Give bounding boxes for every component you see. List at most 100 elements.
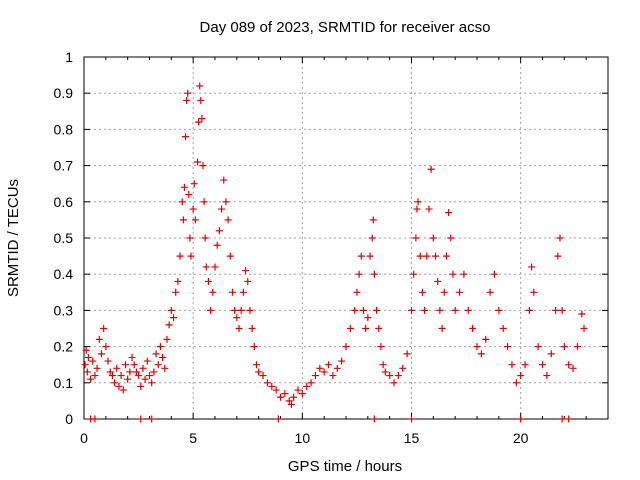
data-point xyxy=(558,306,566,314)
data-point xyxy=(569,364,577,372)
data-point xyxy=(408,415,415,423)
data-point xyxy=(410,270,418,278)
data-point xyxy=(213,241,221,249)
data-point xyxy=(196,82,204,90)
data-point xyxy=(198,115,206,123)
data-point xyxy=(244,277,252,285)
data-point xyxy=(456,288,464,296)
x-tick-label: 10 xyxy=(295,430,311,446)
data-point xyxy=(338,357,346,365)
data-point xyxy=(117,372,125,380)
data-point xyxy=(495,306,503,314)
data-point xyxy=(316,364,324,372)
data-point xyxy=(172,288,180,296)
data-points xyxy=(81,82,588,423)
data-point xyxy=(530,288,538,296)
data-point xyxy=(148,379,156,387)
data-point xyxy=(83,368,91,376)
data-point xyxy=(246,306,254,314)
data-point xyxy=(102,343,110,351)
data-point xyxy=(165,321,173,329)
data-point xyxy=(473,343,481,351)
data-point xyxy=(375,325,383,332)
data-point xyxy=(239,288,247,296)
data-point xyxy=(560,343,568,351)
data-point xyxy=(156,343,164,351)
data-point xyxy=(394,372,402,380)
data-point xyxy=(119,386,127,394)
data-point xyxy=(211,263,219,271)
data-point xyxy=(201,234,209,242)
data-point xyxy=(194,158,202,166)
data-point xyxy=(130,361,138,369)
data-point xyxy=(290,393,298,401)
data-point xyxy=(469,325,477,332)
data-point xyxy=(191,216,199,224)
data-point xyxy=(250,343,258,351)
data-point xyxy=(565,415,573,423)
data-point xyxy=(490,270,498,278)
data-point xyxy=(154,361,162,369)
data-point xyxy=(416,252,424,260)
data-point xyxy=(207,306,215,314)
data-point xyxy=(353,288,361,296)
data-point xyxy=(390,379,398,387)
data-point xyxy=(97,350,105,358)
data-point xyxy=(539,361,546,369)
x-tick-label: 20 xyxy=(513,430,529,446)
data-point xyxy=(329,372,337,380)
data-point xyxy=(91,372,99,380)
x-tick-label: 0 xyxy=(80,430,88,446)
data-point xyxy=(445,209,453,217)
data-point xyxy=(179,216,187,224)
data-point xyxy=(108,372,116,380)
data-point xyxy=(294,386,302,394)
data-point xyxy=(368,234,376,242)
data-point xyxy=(174,277,182,285)
data-point xyxy=(84,353,92,361)
data-point xyxy=(351,306,359,314)
data-point xyxy=(186,234,194,242)
data-point xyxy=(436,306,444,314)
data-point xyxy=(152,350,160,358)
data-point xyxy=(222,198,230,206)
data-point xyxy=(231,306,239,314)
data-point xyxy=(521,361,529,369)
data-point xyxy=(132,368,140,376)
data-point xyxy=(534,343,542,351)
data-point xyxy=(386,372,394,380)
chart-title: Day 089 of 2023, SRMTID for receiver acs… xyxy=(200,19,491,36)
data-point xyxy=(370,270,378,278)
data-point xyxy=(346,325,354,332)
data-point xyxy=(342,343,350,351)
data-point xyxy=(242,267,250,275)
data-point xyxy=(517,372,525,380)
data-point xyxy=(121,361,129,369)
data-point xyxy=(277,393,284,401)
data-point xyxy=(578,310,586,318)
data-point xyxy=(333,364,341,372)
data-point xyxy=(180,183,188,191)
data-point xyxy=(285,397,293,405)
data-point xyxy=(369,216,377,224)
y-tick-label: 0.2 xyxy=(54,339,74,355)
y-tick-label: 0.6 xyxy=(54,194,74,210)
data-point xyxy=(209,288,217,296)
data-point xyxy=(228,288,236,296)
data-point xyxy=(115,382,123,390)
data-point xyxy=(81,361,89,369)
data-point xyxy=(150,368,158,376)
data-point xyxy=(307,379,315,387)
data-point xyxy=(447,234,455,242)
data-point xyxy=(364,314,372,322)
data-point xyxy=(268,382,276,390)
data-point xyxy=(303,382,311,390)
data-point xyxy=(272,386,280,394)
data-point xyxy=(464,306,472,314)
data-point xyxy=(178,198,186,206)
data-point xyxy=(259,372,267,380)
data-point xyxy=(362,325,370,332)
data-point xyxy=(512,379,520,387)
data-point xyxy=(556,234,564,242)
